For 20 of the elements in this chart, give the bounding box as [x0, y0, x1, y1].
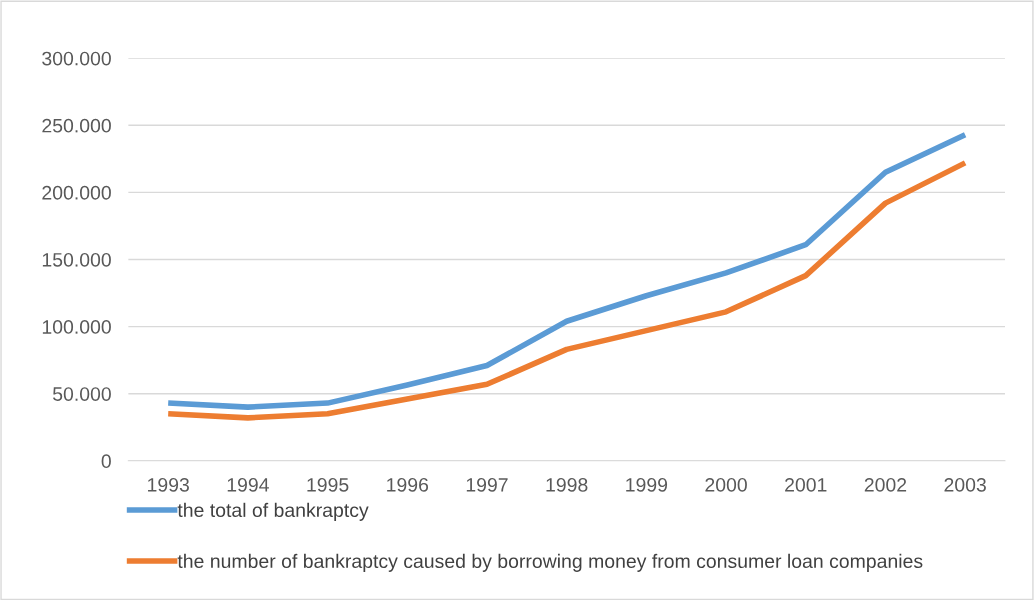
y-tick-label: 250.000: [42, 118, 111, 133]
x-tick-label: 1996: [387, 477, 429, 492]
y-tick-label: 200.000: [42, 185, 111, 200]
legend-label: the number of bankraptcy caused by borrowing money from consumer loan companies: [177, 553, 923, 572]
y-tick-label: 300.000: [42, 51, 111, 66]
x-tick-label: 1993: [148, 477, 189, 492]
x-tick-label: 1994: [227, 477, 269, 492]
y-tick-label: 100.000: [42, 320, 111, 334]
y-tick-label: 150.000: [42, 252, 111, 267]
x-tick-label: 1995: [307, 477, 349, 492]
x-tick-label: 2002: [864, 477, 907, 492]
x-tick-label: 2003: [944, 477, 986, 492]
x-tick-label: 2000: [705, 477, 747, 492]
y-tick-label: 50.000: [52, 387, 111, 401]
x-tick-label: 2001: [785, 477, 827, 492]
x-tick-label: 1997: [466, 477, 508, 492]
y-tick-label: 0: [101, 454, 111, 469]
legend-label: the total of bankraptcy: [177, 502, 369, 521]
x-tick-label: 1999: [626, 477, 668, 492]
x-tick-label: 1998: [546, 477, 588, 492]
